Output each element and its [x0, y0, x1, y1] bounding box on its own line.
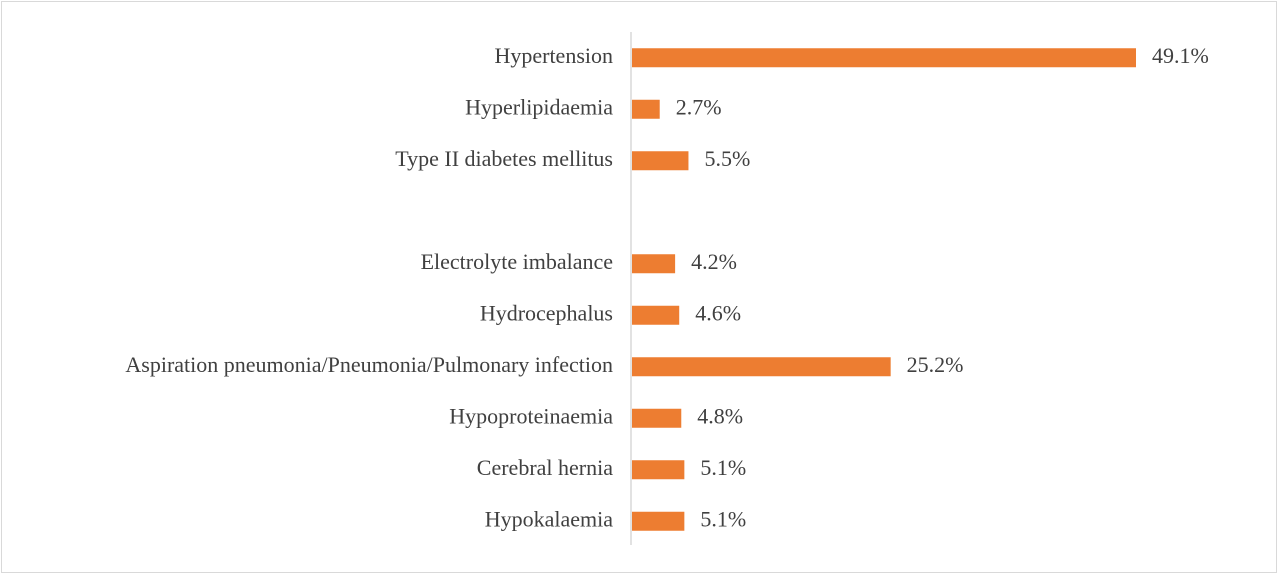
bar	[632, 99, 660, 119]
category-label: Cerebral hernia	[477, 455, 613, 480]
value-label: 2.7%	[676, 94, 722, 119]
category-label: Aspiration pneumonia/Pneumonia/Pulmonary…	[125, 352, 613, 377]
value-label: 4.8%	[697, 403, 743, 428]
value-label: 4.2%	[691, 249, 737, 274]
bars-layer	[632, 48, 1136, 531]
bar	[632, 511, 685, 531]
value-label: 5.1%	[700, 506, 746, 531]
bar	[632, 460, 685, 480]
category-label: Hypokalaemia	[485, 506, 614, 531]
value-label: 5.1%	[700, 455, 746, 480]
bar	[632, 357, 891, 377]
value-label: 25.2%	[907, 352, 964, 377]
bar	[632, 151, 689, 171]
category-label: Electrolyte imbalance	[421, 249, 613, 274]
bar	[632, 408, 682, 428]
bar	[632, 48, 1136, 68]
category-label: Hydrocephalus	[480, 300, 613, 325]
category-label: Hyperlipidaemia	[465, 94, 613, 119]
value-label: 5.5%	[704, 146, 750, 171]
value-label: 4.6%	[695, 300, 741, 325]
bar	[632, 305, 680, 325]
category-label: Hypoproteinaemia	[449, 403, 613, 428]
category-label: Hypertension	[494, 43, 613, 68]
bar	[632, 254, 676, 274]
value-label: 49.1%	[1152, 43, 1209, 68]
labels-layer: Hypertension 49.1% Hyperlipidaemia 2.7% Type…	[125, 43, 1208, 532]
category-label: Type II diabetes mellitus	[395, 146, 613, 171]
